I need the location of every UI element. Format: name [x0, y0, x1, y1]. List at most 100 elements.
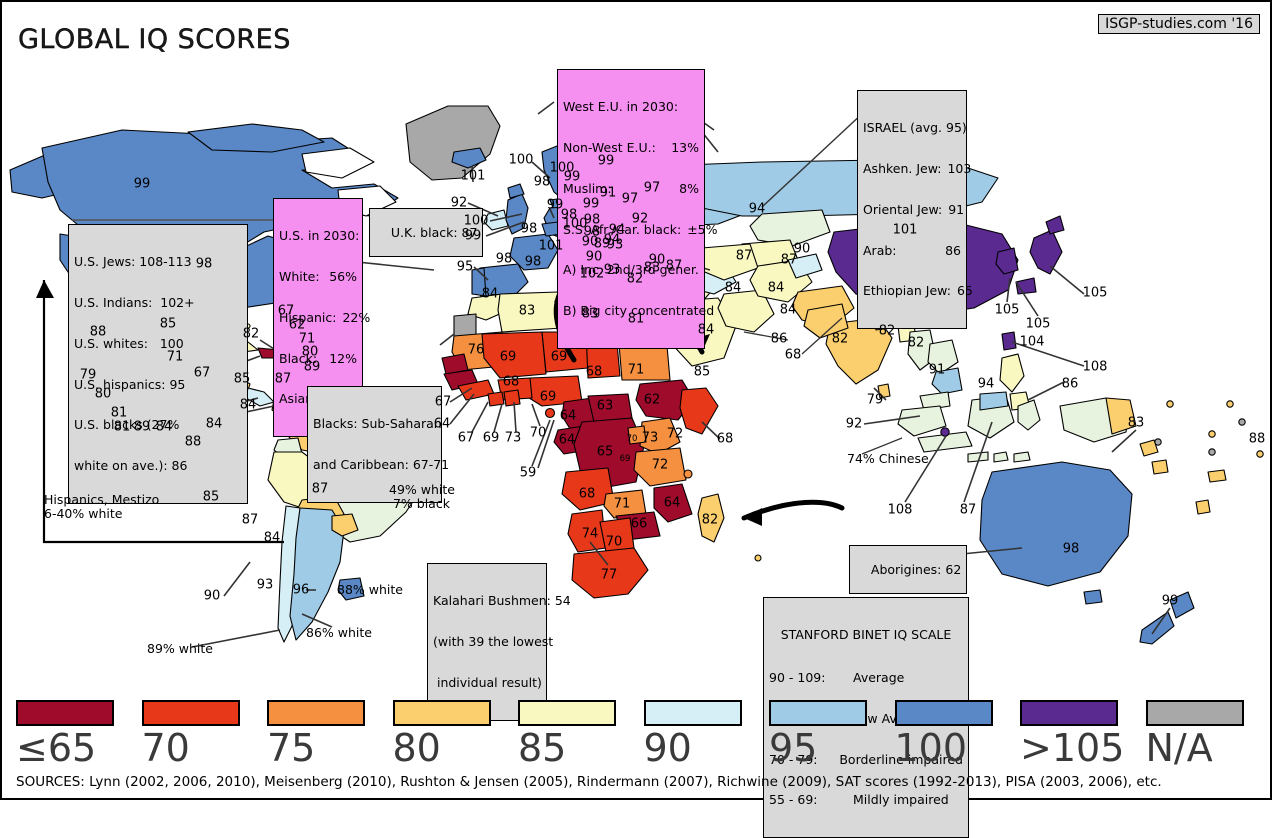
israel-val-oriental: 91 — [948, 201, 965, 217]
map-score-label: 98 — [583, 212, 601, 228]
map-score-label: 99 — [563, 169, 581, 185]
israel-val-arab: 86 — [945, 242, 961, 258]
map-score-label: 97 — [643, 180, 661, 196]
map-score-label: 90 — [648, 252, 666, 268]
west-eu-row-ssafr: S.S. Afr./Car. black: ±5% — [563, 221, 718, 237]
map-score-label: 87 — [274, 371, 292, 387]
map-score-label: 89 — [593, 236, 611, 252]
map-score-label: 67 — [457, 430, 475, 446]
us-jews-line-1: U.S. Indians: 102+ — [74, 294, 195, 310]
aborigines-text: Aborigines: 62 — [870, 561, 962, 577]
us-jews-line-4: U.S. blacks (27% — [74, 417, 180, 433]
west-eu-key-ssafr: S.S. Afr./Car. black: — [563, 221, 682, 237]
israel-row-ethiopian: Ethiopian Jew: 65 — [863, 283, 973, 299]
map-note-chile-white: 89% white — [147, 641, 213, 656]
map-score-label: 83 — [518, 303, 536, 319]
attribution-badge: ISGP-studies.com '16 — [1098, 14, 1260, 34]
map-score-label: 91 — [928, 362, 946, 378]
map-score-label: 71 — [613, 496, 631, 512]
map-score-label: 69 — [499, 349, 517, 365]
west-eu-val-ssafr: ±5% — [687, 221, 718, 237]
legend-swatch — [894, 700, 993, 726]
legend-label: 70 — [141, 726, 190, 770]
us-2030-val-black: 12% — [329, 350, 357, 366]
map-score-label: 82 — [242, 326, 260, 342]
us-2030-row-white: White: 56% — [279, 270, 357, 284]
kalahari-line-1: (with 39 the lowest — [433, 633, 554, 649]
legend-label: >105 — [1020, 726, 1125, 770]
us-2030-key-black: Black: — [279, 350, 318, 366]
legend-label: 95 — [769, 726, 818, 770]
map-score-label: 68 — [585, 364, 603, 380]
map-score-label: 101 — [538, 238, 564, 254]
map-score-label: 68 — [502, 374, 520, 390]
west-eu-val-nonwest: 13% — [671, 139, 699, 155]
map-score-label: 94 — [603, 232, 621, 248]
map-score-label: 88 — [184, 434, 202, 450]
sb-key-average: 90 - 109: — [769, 669, 826, 685]
map-note-argentina-white: 86% white — [306, 625, 372, 640]
legend-label: 90 — [643, 726, 692, 770]
map-score-label: 70 — [605, 534, 623, 550]
map-score-label: 84 — [724, 280, 742, 296]
map-score-label: 93 — [606, 237, 624, 253]
west-eu-key-muslim: Muslim: — [563, 180, 612, 196]
legend-swatch — [1020, 700, 1118, 726]
map-score-label: 73 — [641, 430, 659, 446]
map-score-label: 84 — [205, 416, 223, 432]
us-2030-val-hispanic: 22% — [342, 309, 371, 325]
israel-row-oriental: Oriental Jew: 91 — [863, 201, 965, 217]
legend-swatch — [1145, 700, 1244, 726]
west-eu-footnote-a: A) Inc. 2nd/3rd gener. — [563, 262, 699, 278]
map-score-label: 62 — [643, 392, 661, 408]
legend-swatch — [643, 700, 742, 726]
map-score-label: 64 — [559, 408, 577, 424]
israel-key-oriental: Oriental Jew: — [863, 201, 943, 217]
west-eu-key-nonwest: Non-West E.U.: — [563, 139, 656, 155]
map-score-label: 77 — [600, 567, 618, 583]
map-score-label: 69 — [482, 430, 500, 446]
map-score-label: 68 — [578, 486, 596, 502]
map-score-label: 105 — [1082, 285, 1108, 301]
map-score-label: 88 — [89, 324, 107, 340]
map-score-label: 72 — [666, 426, 684, 442]
uk-black-text: U.K. black: 87 — [390, 224, 478, 240]
israel-val-ethiopian: 65 — [956, 283, 973, 299]
map-score-label: 91 — [599, 185, 617, 201]
map-score-label: 83 — [1127, 415, 1145, 431]
israel-row-ashken: Ashken. Jew: 103 — [863, 162, 971, 176]
map-score-label: 70 — [529, 425, 547, 441]
callout-west-eu-2030: West E.U. in 2030: Non-West E.U.: 13% Mu… — [557, 69, 718, 349]
map-score-label: 98 — [1062, 541, 1080, 557]
map-score-label: 85 — [233, 371, 251, 387]
blacks-line-1: and Caribbean: 67-71 — [313, 456, 450, 472]
map-score-label: 82 — [626, 271, 644, 287]
map-score-label: 74 — [581, 526, 599, 542]
map-score-label: 79 — [79, 367, 97, 383]
blacks-line-0: Blacks: Sub-Saharan — [313, 416, 442, 432]
callout-us-jews: U.S. Jews: 108-113 U.S. Indians: 102+ U.… — [68, 224, 248, 504]
map-score-label: 88 — [1248, 431, 1266, 447]
us-2030-key-white: White: — [279, 268, 320, 284]
legend-label: 80 — [392, 726, 441, 770]
map-note-singapore-chinese: 74% Chinese — [847, 451, 929, 466]
map-score-label: 64 — [558, 432, 576, 448]
legend-swatch — [267, 700, 365, 726]
map-score-label: 87 — [780, 252, 798, 268]
map-score-label: 85 — [202, 489, 220, 505]
sb-val-borderline: Borderline impaired — [839, 751, 963, 767]
us-jews-line-0: U.S. Jews: 108-113 — [74, 254, 192, 270]
us-jews-line-2: U.S. whites: 100 — [74, 335, 184, 351]
map-score-label: 94 — [608, 222, 626, 238]
israel-key-ethiopian: Ethiopian Jew: — [863, 283, 951, 299]
map-score-label: 92 — [845, 416, 863, 432]
map-score-label: 84 — [481, 286, 499, 302]
legend-swatch — [141, 700, 240, 726]
map-score-label: 99 — [133, 176, 151, 192]
map-score-label: 98 — [583, 224, 601, 240]
map-score-label: 87 — [735, 248, 753, 264]
map-score-label: 94 — [748, 201, 766, 217]
map-score-label: 99 — [464, 228, 482, 244]
sb-row-borderline: 70 - 79: Borderline impaired — [769, 751, 963, 767]
